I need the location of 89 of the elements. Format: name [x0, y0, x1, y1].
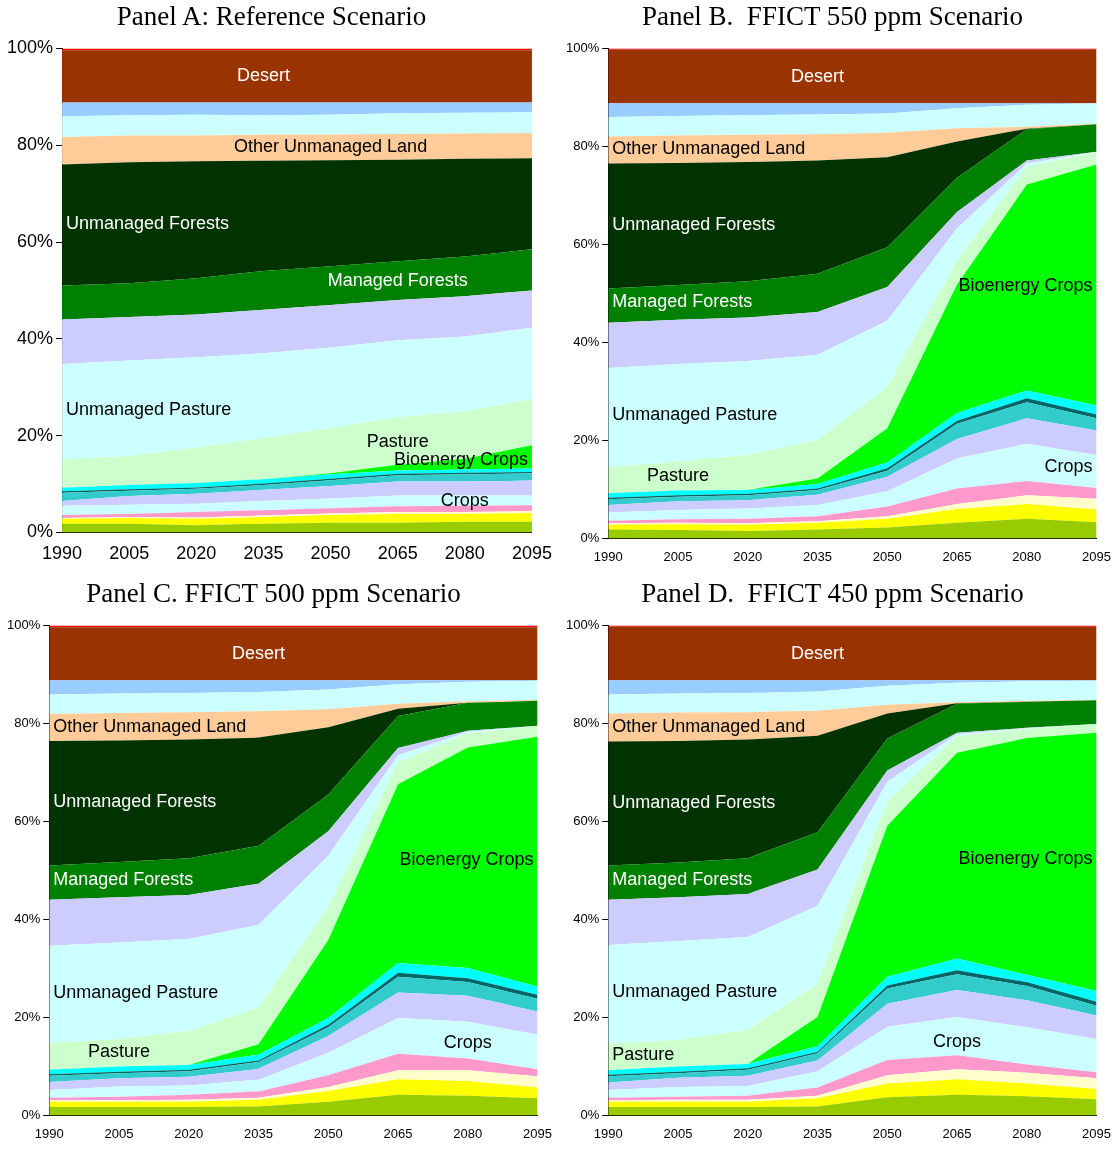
- chart-title: Panel D. FFICT 450 ppm Scenario: [641, 578, 1024, 609]
- x-tick-label: 1990: [593, 1125, 623, 1141]
- x-tick-label: 2095: [511, 543, 552, 564]
- x-tick-label: 2065: [383, 1125, 413, 1141]
- x-tick-label: 2065: [942, 1125, 972, 1141]
- x-tick-label: 2095: [523, 1125, 552, 1141]
- y-tick-label: 100%: [7, 616, 41, 632]
- y-tick-label: 40%: [573, 333, 600, 349]
- y-tick-label: 40%: [14, 910, 41, 926]
- series-label: Pasture: [366, 431, 429, 452]
- x-tick-label: 2080: [1012, 548, 1042, 564]
- y-tick-label: 80%: [573, 714, 600, 730]
- y-tick-label: 100%: [566, 39, 600, 55]
- series-label: Desert: [236, 65, 290, 86]
- x-tick-label: 2080: [1012, 1125, 1042, 1141]
- y-tick-label: 60%: [17, 230, 54, 251]
- series-label: Pasture: [646, 465, 710, 486]
- series-label: Desert: [791, 642, 845, 663]
- x-tick-label: 2020: [176, 543, 217, 564]
- x-tick-label: 2050: [313, 1125, 343, 1141]
- x-tick-label: 2065: [942, 548, 972, 564]
- series-label: Unmanaged Forests: [612, 214, 776, 235]
- y-tick-label: 80%: [17, 134, 54, 155]
- series-label: Crops: [440, 489, 489, 510]
- series-label: Desert: [232, 642, 286, 663]
- chart-title: Panel B. FFICT 550 ppm Scenario: [641, 1, 1024, 32]
- series-label: Unmanaged Forests: [53, 791, 217, 812]
- x-tick-label: 1990: [593, 548, 623, 564]
- series-label: Other Unmanaged Land: [612, 138, 806, 159]
- series-label: Bioenergy Crops: [958, 848, 1093, 869]
- series-label: Unmanaged Pasture: [53, 981, 219, 1002]
- series-label: Crops: [933, 1030, 982, 1051]
- x-tick-label: 2035: [803, 548, 832, 564]
- series-label: Bioenergy Crops: [399, 848, 534, 869]
- series-label: Bioenergy Crops: [958, 275, 1093, 296]
- series-label: Desert: [791, 65, 845, 86]
- y-tick-label: 0%: [580, 1106, 600, 1122]
- x-tick-label: 2065: [377, 543, 418, 564]
- y-tick-label: 60%: [14, 812, 41, 828]
- y-tick-label: 0%: [27, 521, 54, 542]
- series-label: Crops: [1044, 455, 1093, 476]
- y-tick-label: 0%: [21, 1106, 41, 1122]
- series-label: Other Unmanaged Land: [53, 715, 247, 736]
- x-tick-label: 2095: [1082, 548, 1111, 564]
- y-tick-label: 100%: [566, 616, 600, 632]
- chart-title: Panel A: Reference Scenario: [116, 1, 427, 32]
- series-label: Unmanaged Forests: [612, 791, 776, 812]
- chart-title: Panel C. FFICT 500 ppm Scenario: [86, 578, 461, 609]
- x-tick-label: 2005: [104, 1125, 134, 1141]
- series-label: Unmanaged Pasture: [66, 399, 232, 420]
- series-label: Crops: [443, 1031, 492, 1052]
- x-tick-label: 1990: [42, 543, 83, 564]
- y-tick-label: 80%: [573, 137, 600, 153]
- x-tick-label: 2005: [663, 548, 693, 564]
- y-tick-label: 60%: [573, 235, 600, 251]
- series-label: Other Unmanaged Land: [234, 136, 428, 157]
- x-tick-label: 2020: [733, 1125, 763, 1141]
- x-tick-label: 2035: [244, 1125, 273, 1141]
- x-tick-label: 2020: [174, 1125, 204, 1141]
- y-tick-label: 80%: [14, 714, 41, 730]
- y-tick-label: 20%: [573, 1008, 600, 1024]
- x-tick-label: 2035: [803, 1125, 832, 1141]
- series-label: Managed Forests: [612, 291, 753, 312]
- series-label: Pasture: [612, 1044, 675, 1065]
- series-label: Unmanaged Pasture: [612, 404, 778, 425]
- series-label: Unmanaged Pasture: [612, 981, 778, 1002]
- y-tick-label: 20%: [14, 1008, 41, 1024]
- x-tick-label: 1990: [34, 1125, 64, 1141]
- x-tick-label: 2020: [733, 548, 763, 564]
- x-tick-label: 2035: [243, 543, 284, 564]
- y-tick-label: 40%: [17, 327, 54, 348]
- y-tick-label: 20%: [17, 424, 54, 445]
- series-label: Managed Forests: [53, 868, 194, 889]
- series-label: Pasture: [87, 1041, 151, 1062]
- x-tick-label: 2050: [310, 543, 351, 564]
- y-tick-label: 0%: [580, 529, 600, 545]
- x-tick-label: 2005: [663, 1125, 693, 1141]
- y-tick-label: 60%: [573, 812, 600, 828]
- y-tick-label: 20%: [573, 431, 600, 447]
- series-label: Other Unmanaged Land: [612, 715, 806, 736]
- y-tick-label: 100%: [6, 37, 54, 58]
- series-label: Managed Forests: [612, 868, 753, 889]
- x-tick-label: 2005: [109, 543, 150, 564]
- x-tick-label: 2080: [444, 543, 485, 564]
- x-tick-label: 2050: [872, 548, 902, 564]
- x-tick-label: 2095: [1082, 1125, 1111, 1141]
- x-tick-label: 2080: [453, 1125, 483, 1141]
- y-tick-label: 40%: [573, 910, 600, 926]
- x-tick-label: 2050: [872, 1125, 902, 1141]
